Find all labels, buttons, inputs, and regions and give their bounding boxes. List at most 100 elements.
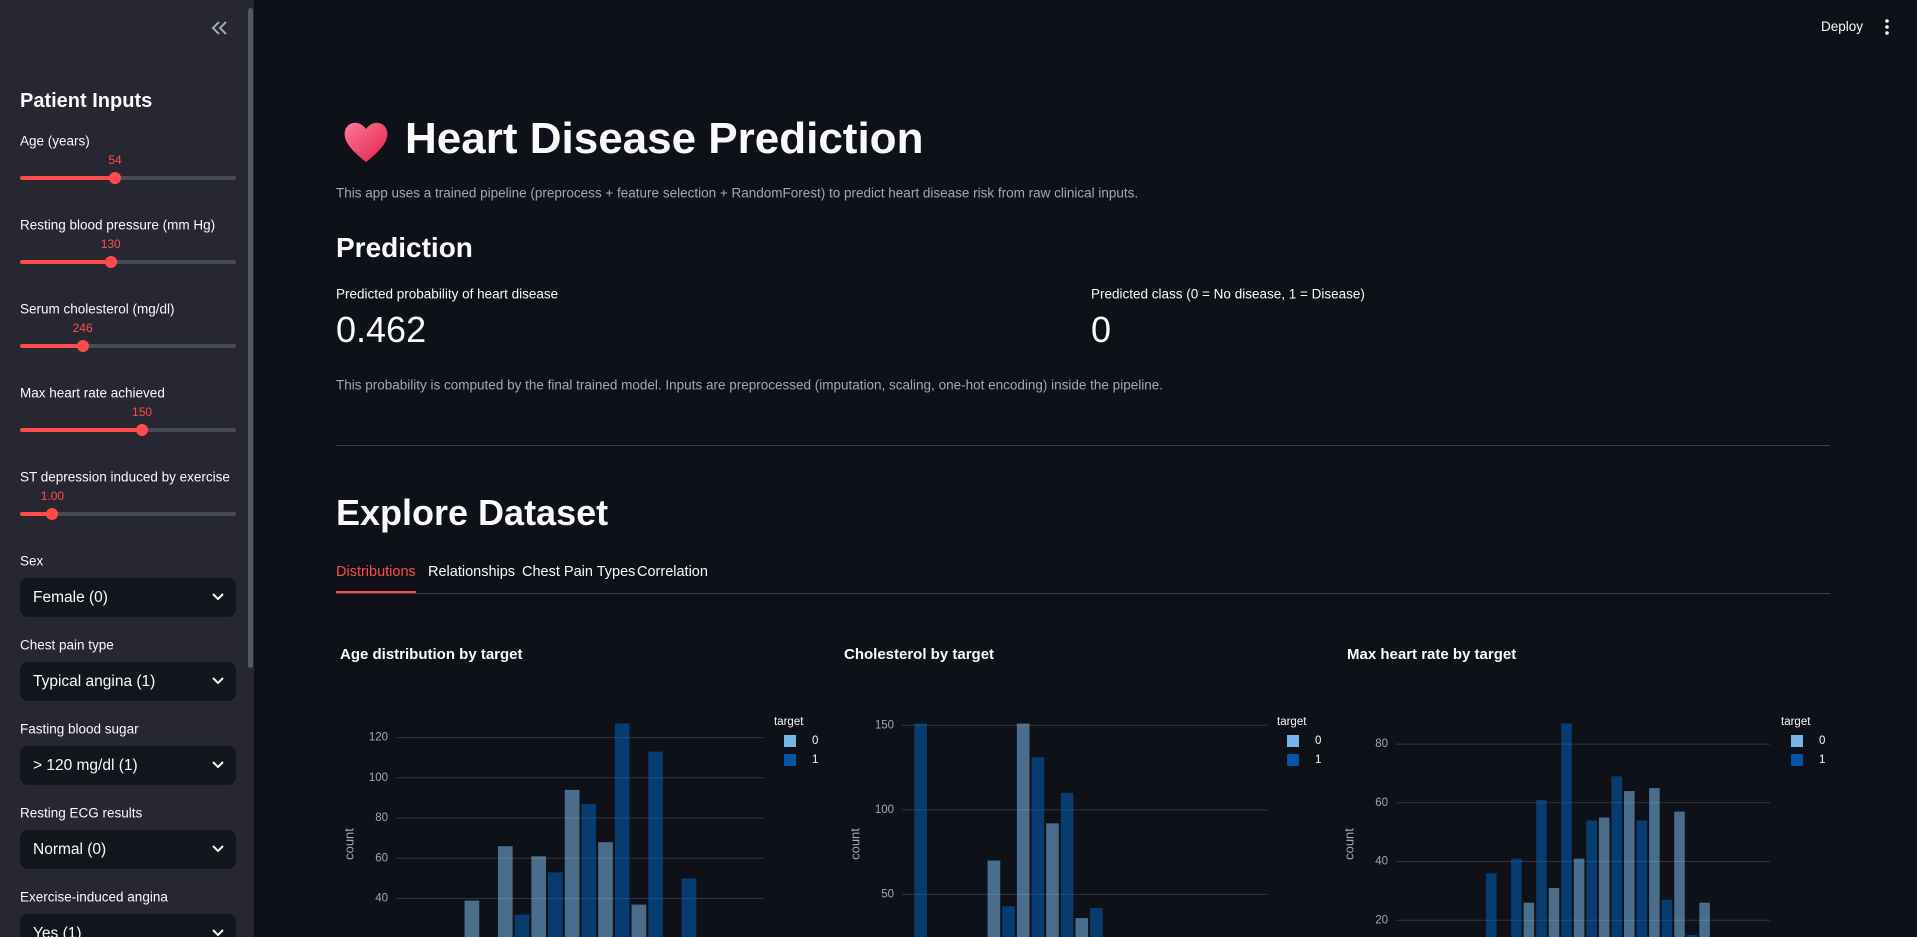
bar (531, 856, 547, 937)
bar (1611, 776, 1623, 937)
note: This probability is computed by the fina… (336, 377, 1163, 393)
select-label: Sex (20, 553, 44, 569)
legend-label: 1 (1819, 754, 1825, 766)
deploy-button[interactable]: Deploy (1821, 19, 1864, 34)
bar (1031, 757, 1045, 937)
select-value: Female (0) (33, 588, 108, 606)
bar (614, 723, 630, 937)
bar (648, 751, 663, 937)
bar (1586, 820, 1597, 937)
slider-track[interactable] (20, 512, 236, 516)
bar (914, 723, 927, 937)
y-axis-label: count (341, 828, 356, 860)
heart-emoji (344, 122, 388, 162)
section-heading: Prediction (336, 232, 473, 263)
chevron-path (212, 929, 224, 937)
page-title: Heart Disease Prediction (405, 114, 924, 163)
legend-swatch (1287, 754, 1299, 766)
bar (564, 789, 580, 937)
chevron-path (212, 761, 224, 769)
select-label: Exercise-induced angina (20, 889, 168, 905)
y-tick-label: 60 (375, 852, 388, 864)
bar (464, 900, 480, 937)
menu-dot (1885, 25, 1889, 29)
select-value: > 120 mg/dl (1) (33, 756, 138, 774)
metric-value: 0 (1091, 309, 1112, 350)
y-axis-label: count (1341, 828, 1356, 860)
bar (1661, 899, 1673, 937)
select-box[interactable]: > 120 mg/dl (1) (20, 746, 236, 785)
metric-label: Predicted class (0 = No disease, 1 = Dis… (1091, 286, 1365, 302)
select-box[interactable]: Normal (0) (20, 830, 236, 869)
select-value: Normal (0) (33, 840, 107, 858)
slider-label: Age (years) (20, 133, 90, 149)
legend-label: 1 (812, 754, 818, 766)
chevron (212, 845, 224, 853)
chevron (212, 761, 224, 769)
tab-border (336, 593, 1830, 594)
slider-fill (20, 260, 111, 264)
y-tick-label: 40 (1375, 856, 1388, 868)
legend-title: target (1781, 716, 1811, 728)
select-box[interactable]: Female (0) (20, 578, 236, 617)
bar (1624, 791, 1635, 937)
bar (1561, 723, 1572, 937)
bar (1598, 817, 1610, 937)
chevron-path (212, 845, 224, 853)
slider-fill (20, 428, 143, 432)
slider-thumb[interactable] (104, 256, 117, 268)
tab[interactable]: Correlation (637, 564, 708, 580)
y-tick-label: 100 (369, 772, 388, 784)
bar (631, 904, 647, 937)
bar (1060, 792, 1074, 937)
y-tick-label: 40 (375, 893, 388, 905)
select-box[interactable]: Typical angina (1) (20, 662, 236, 701)
description: This app uses a trained pipeline (prepro… (336, 185, 1139, 201)
slider-value: 130 (100, 237, 121, 251)
slider-track[interactable] (20, 176, 236, 180)
tab[interactable]: Relationships (428, 564, 516, 580)
tab[interactable]: Chest Pain Types (522, 564, 636, 580)
slider-label: ST depression induced by exercise (20, 469, 230, 485)
bar (598, 842, 613, 937)
metric-value: 0.462 (336, 309, 427, 350)
select-value: Typical angina (1) (33, 672, 156, 690)
legend-swatch (1791, 735, 1803, 747)
bar (514, 914, 530, 937)
bar (1573, 858, 1585, 937)
slider-value: 54 (108, 153, 122, 167)
bar (1485, 873, 1497, 937)
bar (1536, 799, 1547, 937)
bar (581, 803, 597, 937)
chevron-path (212, 593, 224, 601)
y-tick-label: 100 (875, 804, 894, 816)
legend-swatch (1287, 735, 1299, 747)
slider-thumb[interactable] (136, 424, 149, 436)
legend-swatch (1791, 754, 1803, 766)
select-value: Yes (1) (33, 924, 82, 937)
bar (1523, 902, 1535, 937)
select-label: Resting ECG results (20, 805, 143, 821)
slider-thumb[interactable] (46, 508, 59, 520)
slider-value: 1.00 (40, 489, 65, 503)
y-tick-label: 80 (1375, 738, 1388, 750)
slider-fill (20, 344, 83, 348)
legend-title: target (1277, 716, 1307, 728)
slider-thumb[interactable] (76, 340, 89, 352)
menu-button[interactable] (1883, 18, 1891, 36)
collapse-button[interactable] (210, 18, 230, 38)
legend-swatch (784, 735, 796, 747)
slider-track[interactable] (20, 260, 236, 264)
scrollbar[interactable] (248, 8, 253, 668)
heart-shape (344, 122, 388, 162)
bar (1686, 934, 1698, 937)
slider-fill (20, 512, 53, 516)
menu-dot (1885, 19, 1889, 23)
tab[interactable]: Distributions (336, 564, 416, 580)
select-box[interactable]: Yes (1) (20, 914, 236, 937)
slider-thumb[interactable] (109, 172, 122, 184)
slider-track[interactable] (20, 344, 236, 348)
